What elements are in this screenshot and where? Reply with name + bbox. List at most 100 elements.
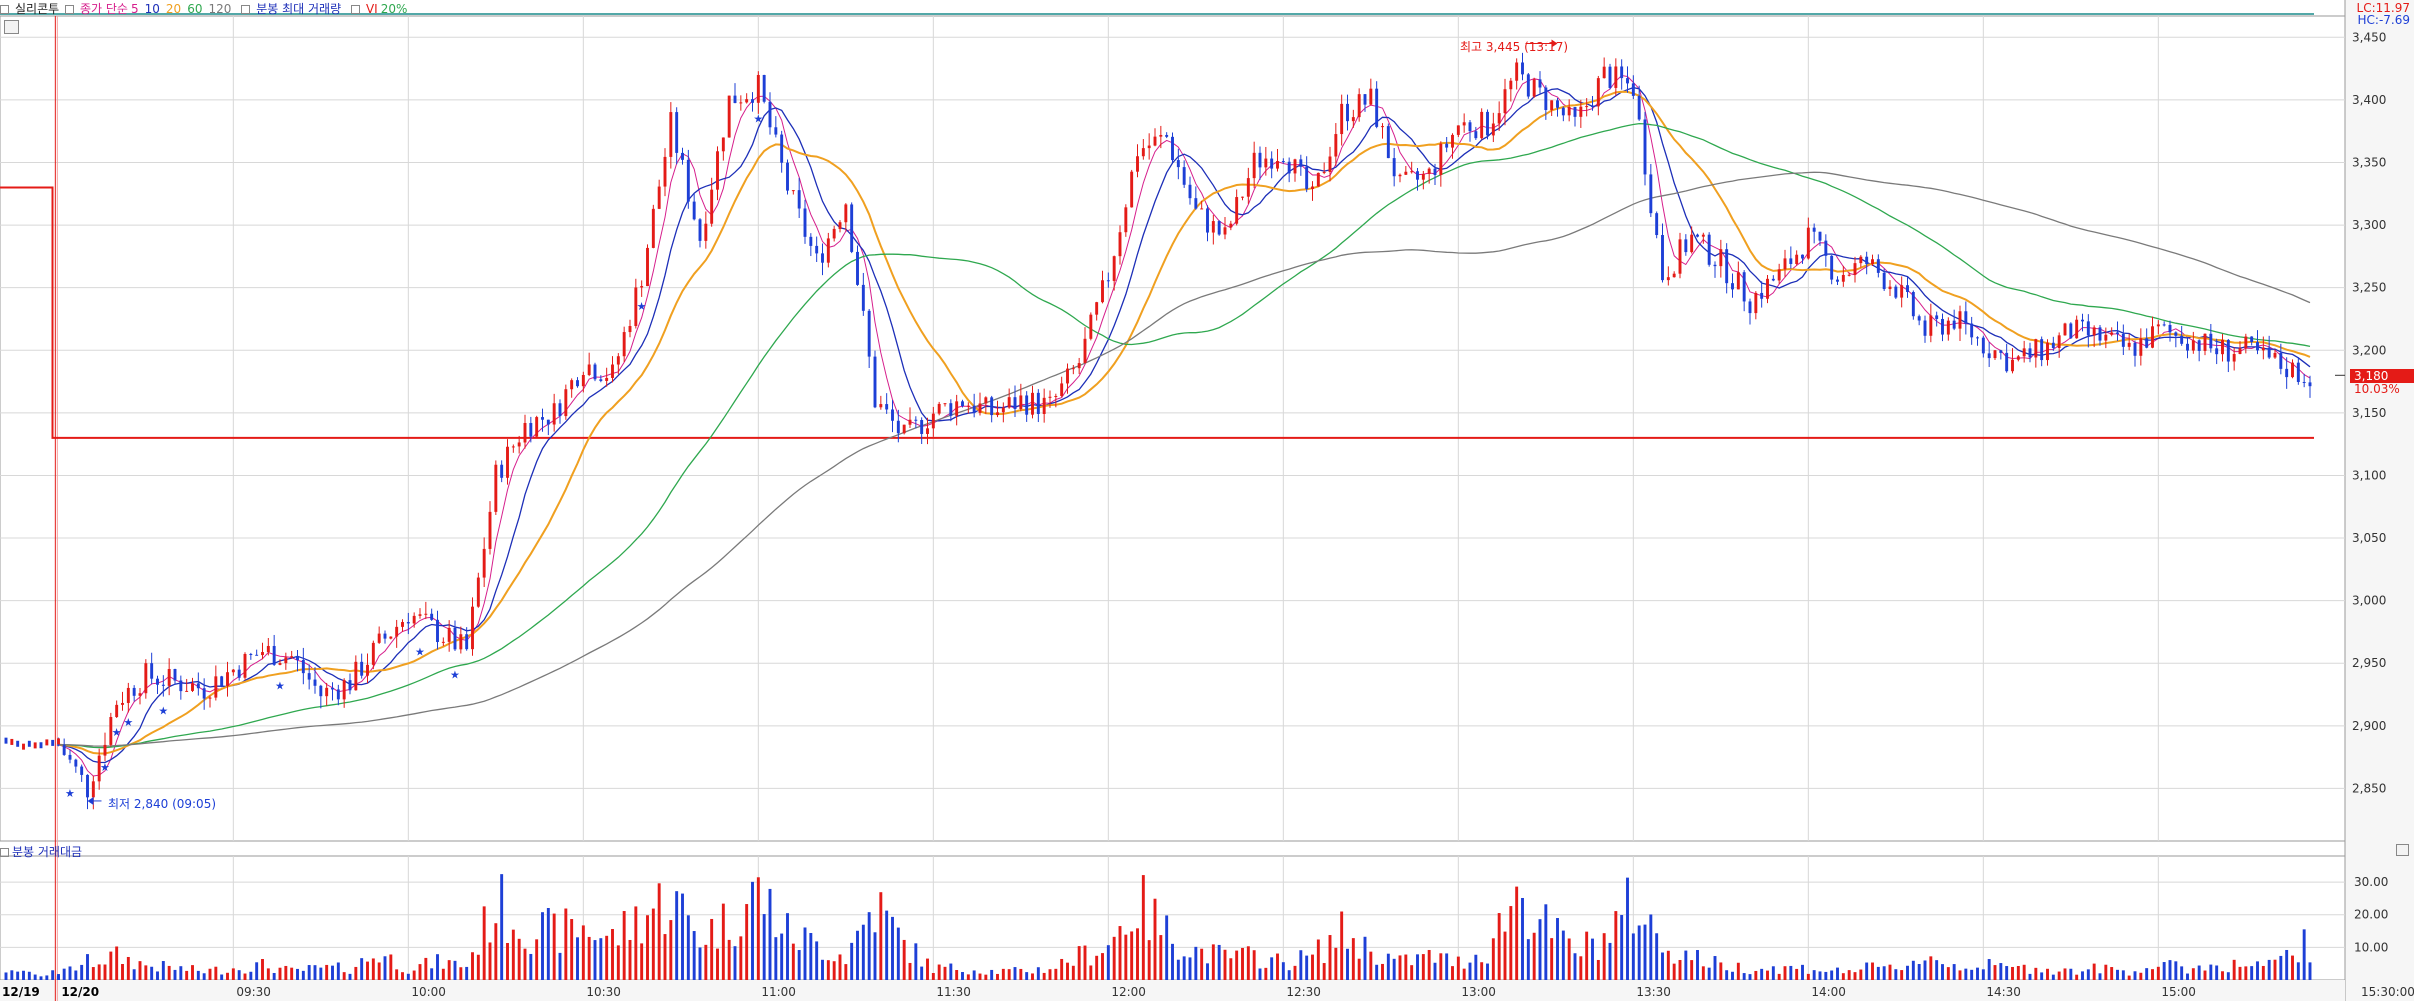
candle: [1159, 125, 1163, 149]
volume-bar: [1200, 948, 1204, 980]
candle: [552, 393, 556, 432]
candle: [1993, 350, 1997, 360]
volume-bar: [459, 967, 463, 980]
candle: [1171, 132, 1174, 163]
candle: [1661, 223, 1664, 283]
candle: [2104, 327, 2108, 349]
candle: [780, 130, 784, 173]
volume-bar: [1375, 964, 1379, 980]
candle: [1375, 81, 1379, 129]
volume-bar: [307, 965, 311, 980]
volume-bar: [1795, 968, 1799, 980]
candle: [1130, 169, 1134, 208]
candle: [2081, 313, 2084, 332]
candle: [914, 416, 918, 429]
candle: [1042, 388, 1046, 423]
volume-bar: [1421, 954, 1425, 980]
candle: [535, 415, 539, 438]
ma-toggle-icon[interactable]: [65, 5, 74, 14]
volume-bar: [926, 958, 929, 980]
candle: [1206, 205, 1209, 242]
max-volume-toggle-icon[interactable]: [241, 5, 251, 14]
candle: [996, 400, 999, 418]
candle: [2069, 322, 2073, 339]
volume-settings-icon[interactable]: [2396, 844, 2409, 856]
volume-bar: [745, 904, 749, 980]
candle: [1911, 290, 1915, 320]
time-tick-label: 14:30: [1986, 985, 2021, 999]
symbol-name[interactable]: 실리콘투: [15, 2, 60, 16]
volume-bar: [873, 932, 877, 980]
volume-bar: [902, 939, 906, 980]
candle: [45, 739, 49, 746]
volume-bar: [1287, 970, 1291, 980]
candle: [1270, 151, 1274, 179]
candle: [208, 695, 212, 708]
volume-bar: [1987, 959, 1991, 980]
candle: [1532, 77, 1536, 98]
volume-bar: [231, 968, 235, 980]
candle: [2267, 335, 2271, 360]
candle: [1451, 133, 1454, 159]
candle: [1433, 163, 1437, 185]
volume-bar: [535, 939, 539, 980]
volume-bar: [984, 974, 988, 980]
candle: [856, 245, 859, 286]
candle: [1217, 220, 1221, 236]
volume-toggle-icon[interactable]: [0, 848, 9, 857]
volume-bar: [2081, 971, 2084, 980]
volume-bar: [2046, 968, 2049, 980]
candle: [1526, 72, 1530, 99]
candle: [1847, 272, 1851, 277]
volume-bar: [290, 967, 294, 980]
header-toggle-icon[interactable]: [0, 5, 9, 14]
candle: [692, 193, 696, 221]
candle: [1392, 148, 1396, 187]
volume-bar: [1585, 931, 1589, 980]
candle: [1089, 312, 1093, 341]
candle: [1346, 94, 1349, 131]
volume-bar: [1865, 962, 1869, 980]
volume-bar: [914, 943, 918, 980]
candle: [2139, 328, 2143, 366]
candle: [1777, 263, 1781, 284]
volume-bar: [2238, 966, 2242, 980]
volume-bar: [2215, 965, 2219, 980]
candle: [511, 444, 515, 453]
price-tick-label: 2,950: [2352, 656, 2386, 670]
vi-toggle-icon[interactable]: [350, 5, 360, 14]
candle: [2127, 333, 2131, 351]
volume-bar: [1503, 931, 1507, 980]
volume-bar: [2209, 964, 2213, 980]
candle: [1515, 58, 1519, 90]
candle: [1841, 265, 1845, 287]
candle: [86, 774, 89, 810]
volume-panel-title: 분봉 거래대금: [12, 845, 83, 859]
candle: [482, 537, 486, 588]
candle: [1456, 125, 1460, 138]
volume-bar: [2267, 959, 2271, 980]
candle: [2098, 324, 2102, 346]
candle: [955, 394, 959, 426]
volume-bar: [599, 938, 603, 980]
candle: [62, 738, 66, 756]
candle: [2244, 333, 2248, 354]
candle: [2151, 316, 2154, 349]
candle: [191, 677, 194, 693]
candle: [266, 637, 270, 656]
candle: [220, 675, 224, 688]
axis-tick-labels: 3,450 3,400 3,350 3,300 3,250 3,200 3,150 3,100…: [2, 30, 2414, 999]
chart-settings-icon[interactable]: [4, 20, 19, 34]
volume-bar: [2040, 972, 2044, 980]
volume-bar: [1264, 967, 1268, 980]
volume-bar: [2005, 966, 2009, 980]
candle: [1649, 164, 1653, 218]
candle: [1952, 309, 1956, 331]
ma-period-20: 20: [165, 2, 182, 16]
volume-bar: [27, 971, 31, 980]
candle: [541, 408, 544, 432]
volume-bar: [185, 970, 189, 980]
volume-bar: [1363, 936, 1367, 980]
volume-bar: [1252, 950, 1256, 980]
